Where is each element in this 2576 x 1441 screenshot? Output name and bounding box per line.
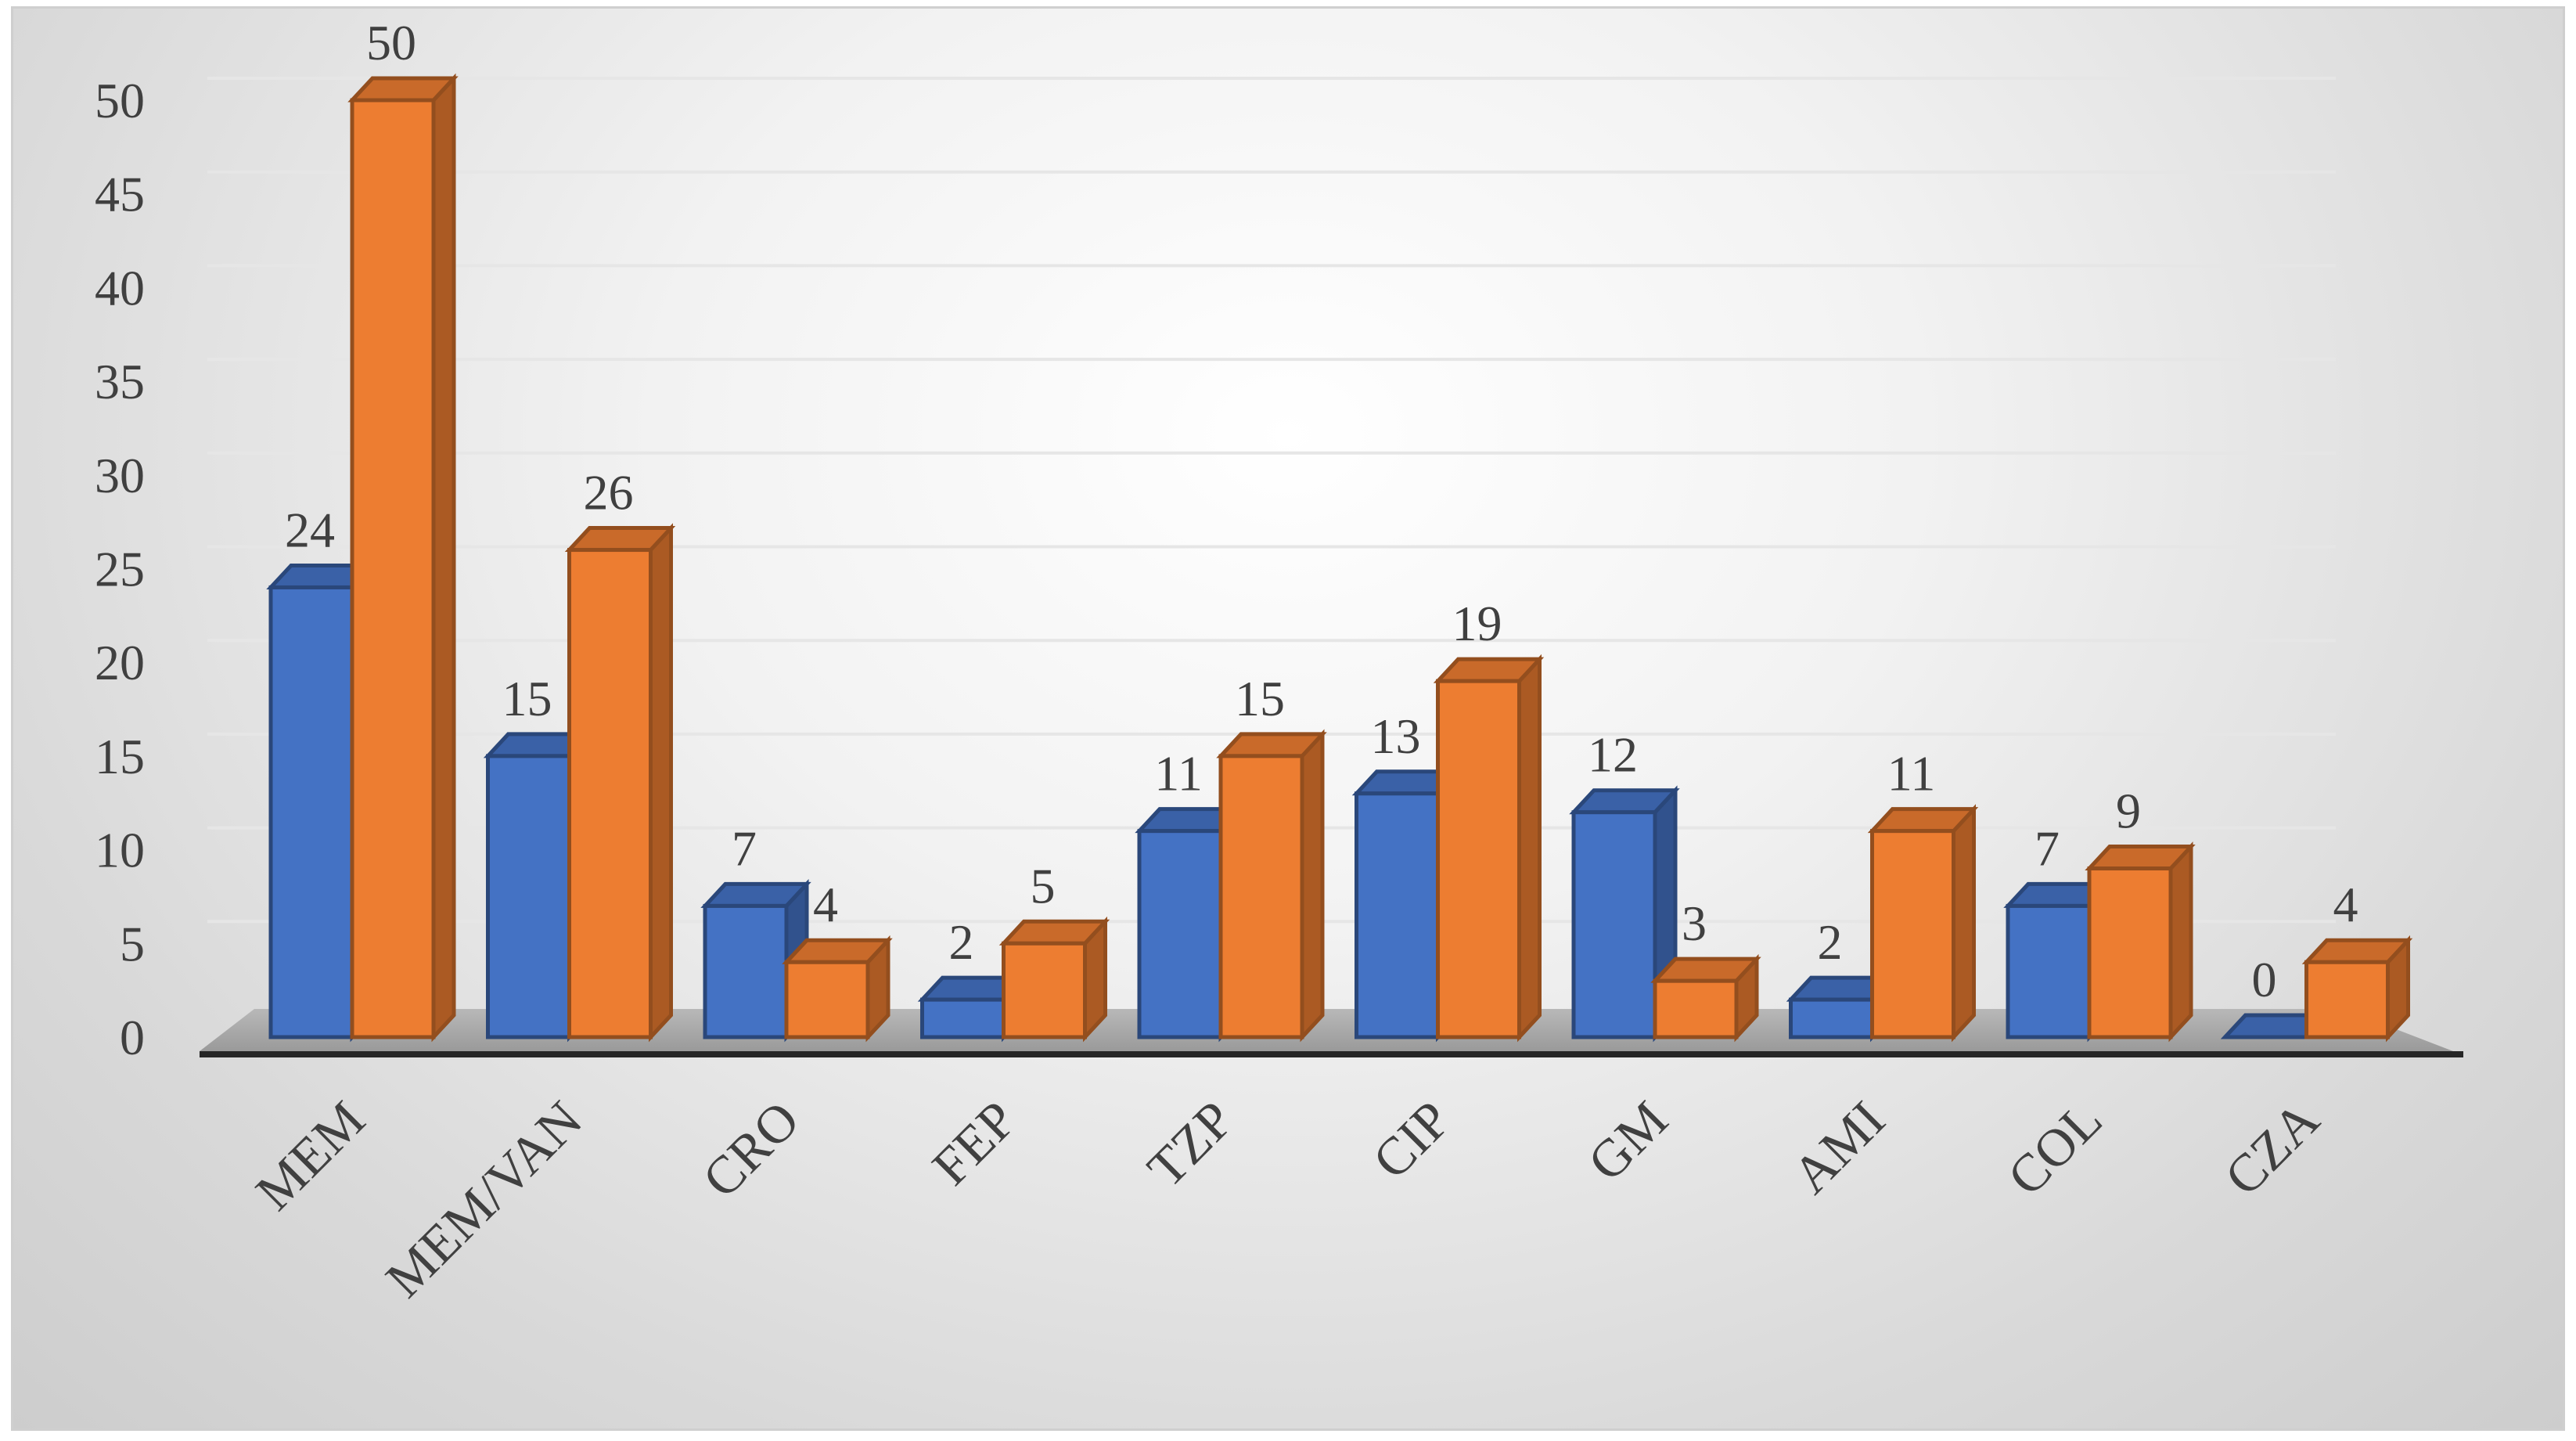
data-label: 2 [1818,914,1843,970]
bar-blue-front [703,903,789,1039]
bar-orange [564,523,676,1043]
bar-orange-front [1870,829,1955,1039]
bar-blue-top [700,881,811,908]
y-tick-label: 20 [95,635,145,690]
x-tick-label: CIP [1362,1090,1462,1191]
bar-blue-front [2006,903,2092,1039]
bar-orange-top [347,76,459,103]
bar-orange [782,935,893,1043]
bar-orange [1216,729,1327,1043]
data-label: 13 [1371,708,1421,764]
data-label: 19 [1452,596,1502,651]
bar-orange-front [784,960,870,1039]
bar-orange-side [1517,654,1542,1043]
data-label: 11 [1154,746,1203,802]
bar-orange-side [1952,804,1976,1043]
bar-orange [1867,804,1979,1043]
data-label: 26 [584,465,634,521]
y-tick-label: 50 [95,73,145,128]
data-label: 5 [1031,858,1056,913]
bar-blue-front [1355,791,1440,1039]
bar-orange [2085,841,2196,1043]
y-tick-label: 15 [95,729,145,784]
bar-orange-top [2301,938,2413,964]
bar-orange-side [431,73,456,1043]
data-label: 0 [2252,952,2277,1007]
x-tick-label: COL [1996,1090,2114,1207]
data-label: 2 [949,914,974,970]
data-label: 15 [1235,671,1285,726]
bar-orange-top [1433,657,1545,683]
bar-orange-top [782,938,893,964]
x-tick-label: MEM [244,1090,376,1222]
y-tick-label: 45 [95,167,145,222]
x-tick-label: TZP [1135,1090,1244,1198]
data-label: 4 [813,877,838,932]
data-label: 24 [285,502,335,557]
x-tick-label: AMI [1781,1090,1896,1205]
bar-orange-top [1650,956,1761,983]
bar-blue-top [1569,788,1680,815]
data-label: 9 [2116,784,2141,839]
bar-blue-front [268,585,354,1039]
bar-blue-front [1789,997,1874,1039]
x-tick-label: GM [1576,1090,1678,1192]
bar-orange-side [1300,729,1325,1043]
bar-orange [1650,953,1761,1043]
bar-blue-front [486,754,571,1039]
x-tick-label: MEM/VAN [374,1090,593,1309]
bar-orange-front [1436,679,1521,1039]
x-tick-label: CZA [2213,1090,2330,1207]
bar-blue-front [1571,810,1657,1039]
y-tick-label: 0 [120,1010,145,1065]
data-label: 50 [366,15,416,70]
bar-orange-front [350,98,436,1039]
y-tick-label: 30 [95,448,145,503]
y-tick-label: 10 [95,823,145,878]
bar-orange-front [1002,941,1087,1039]
bar-orange-front [567,548,653,1039]
data-label: 11 [1887,746,1936,802]
data-label: 7 [2035,820,2060,876]
x-tick-label: FEP [921,1090,1028,1197]
data-label: 7 [732,820,757,876]
y-tick-label: 35 [95,354,145,409]
data-label: 12 [1588,727,1638,783]
data-label: 4 [2333,877,2358,932]
bar-orange-top [564,526,676,553]
data-label: 15 [502,671,552,726]
bar-orange [1433,654,1545,1043]
bar-orange-top [2085,845,2196,871]
bar-orange-front [1653,978,1739,1039]
bar-orange [347,73,459,1043]
bar-orange-top [998,919,1110,946]
bar-orange-top [1867,807,1979,834]
bar-orange-front [2304,960,2390,1039]
data-labels: 24 15 7 2 11 13 12 2 7 0 50 26 4 5 15 19 3 11 9 4 [285,15,2358,1007]
bar-blue-front [1137,829,1223,1039]
data-label: 3 [1682,895,1707,951]
bars [266,73,2413,1043]
bar-orange-top [1216,732,1327,758]
bar-orange-side [2168,841,2193,1043]
bar-orange [998,916,1110,1043]
y-tick-label: 25 [95,542,145,597]
y-tick-label: 40 [95,260,145,315]
bar-orange-front [2087,866,2173,1039]
bar-orange [2301,935,2413,1043]
bar-orange-side [649,523,673,1043]
y-tick-label: 5 [120,916,145,971]
y-axis-tick-labels: 0 5 10 15 20 25 30 35 40 45 50 [95,73,145,1065]
bar-blue-front [920,997,1006,1039]
bar-orange-front [1218,754,1304,1039]
x-tick-label: CRO [691,1090,811,1209]
